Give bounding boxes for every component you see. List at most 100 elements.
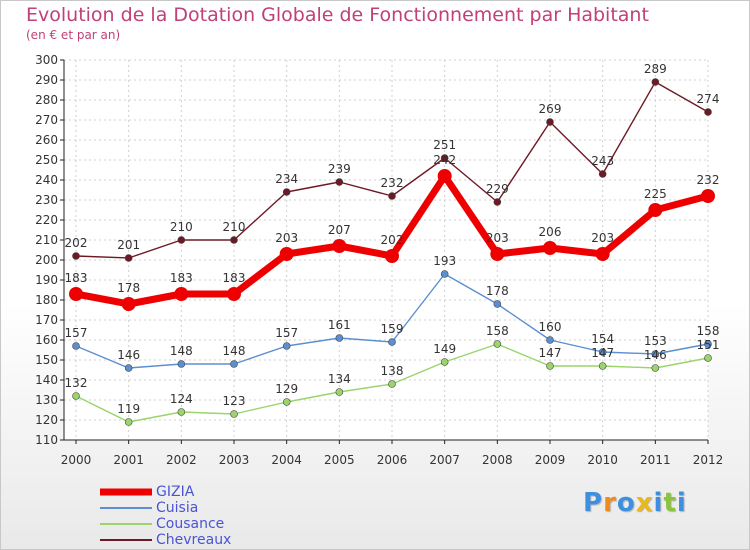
x-tick-label: 2006 xyxy=(377,453,408,467)
data-point-gizia xyxy=(648,203,663,217)
data-label-gizia: 207 xyxy=(328,223,351,237)
data-label-gizia: 225 xyxy=(644,187,667,201)
data-label-cuisia: 178 xyxy=(486,284,509,298)
x-tick-label: 2007 xyxy=(429,453,460,467)
data-label-chevreaux: 289 xyxy=(644,62,667,76)
data-label-chevreaux: 251 xyxy=(433,138,456,152)
legend-label: Cousance xyxy=(156,516,225,532)
legend-label: Cuisia xyxy=(156,500,199,516)
data-point-gizia xyxy=(595,247,610,261)
data-label-cousance: 123 xyxy=(223,394,246,408)
y-tick-label: 210 xyxy=(35,233,58,247)
data-point-cousance xyxy=(704,354,712,362)
data-label-gizia: 203 xyxy=(486,231,509,245)
data-label-cuisia: 161 xyxy=(328,318,351,332)
data-label-cuisia: 153 xyxy=(644,334,667,348)
data-label-gizia: 183 xyxy=(170,271,193,285)
data-label-cuisia: 154 xyxy=(591,332,614,346)
data-label-gizia: 203 xyxy=(275,231,298,245)
legend-item-chevreaux: Chevreaux xyxy=(100,532,231,548)
data-label-cousance: 149 xyxy=(433,342,456,356)
data-label-chevreaux: 210 xyxy=(170,220,193,234)
legend-item-cousance: Cousance xyxy=(100,516,231,532)
data-label-gizia: 202 xyxy=(381,233,404,247)
y-tick-label: 170 xyxy=(35,313,58,327)
data-point-gizia xyxy=(174,287,189,301)
data-label-cuisia: 148 xyxy=(170,344,193,358)
data-point-cuisia xyxy=(124,364,133,372)
data-point-chevreaux xyxy=(704,108,712,116)
y-tick-label: 190 xyxy=(35,273,58,287)
x-tick-label: 2003 xyxy=(219,453,250,467)
data-point-chevreaux xyxy=(177,236,186,244)
y-tick-label: 240 xyxy=(35,173,58,187)
data-point-cuisia xyxy=(335,334,344,342)
data-point-cousance xyxy=(546,362,554,370)
data-point-cuisia xyxy=(651,350,660,358)
data-point-cousance xyxy=(335,388,344,396)
data-point-gizia xyxy=(279,247,294,261)
data-label-gizia: 203 xyxy=(591,231,614,245)
data-label-cousance: 147 xyxy=(539,346,562,360)
logo-letter: i xyxy=(676,488,687,518)
x-tick-label: 2001 xyxy=(113,453,144,467)
data-point-cousance xyxy=(124,418,133,426)
legend-swatch xyxy=(100,507,152,509)
data-point-cousance xyxy=(177,408,186,416)
y-tick-label: 160 xyxy=(35,333,58,347)
x-tick-label: 2011 xyxy=(640,453,671,467)
logo-letter: t xyxy=(663,488,677,518)
data-point-chevreaux xyxy=(546,118,554,126)
data-label-cuisia: 157 xyxy=(65,326,88,340)
data-point-cousance xyxy=(72,392,80,400)
data-point-cuisia xyxy=(388,338,396,346)
data-point-cuisia xyxy=(598,348,607,356)
y-tick-label: 290 xyxy=(35,73,58,87)
data-point-chevreaux xyxy=(72,252,80,260)
x-tick-label: 2012 xyxy=(693,453,724,467)
x-tick-label: 2002 xyxy=(166,453,197,467)
data-label-cuisia: 158 xyxy=(697,324,720,338)
data-point-gizia xyxy=(490,247,505,261)
y-tick-label: 280 xyxy=(35,93,58,107)
data-point-cuisia xyxy=(493,300,502,308)
data-label-cousance: 129 xyxy=(275,382,298,396)
legend-label: Chevreaux xyxy=(156,532,232,548)
data-label-gizia: 183 xyxy=(65,271,88,285)
data-point-cousance xyxy=(493,340,502,348)
legend-item-cuisia: Cuisia xyxy=(100,500,231,516)
chart-legend: GIZIA Cuisia Cousance Chevreaux xyxy=(100,484,231,548)
data-label-chevreaux: 239 xyxy=(328,162,351,176)
data-point-chevreaux xyxy=(440,154,449,162)
data-point-cuisia xyxy=(282,342,291,350)
data-label-chevreaux: 234 xyxy=(275,172,298,186)
chart-subtitle: (en € et par an) xyxy=(26,28,121,42)
y-tick-label: 300 xyxy=(35,53,58,67)
data-label-gizia: 183 xyxy=(223,271,246,285)
y-tick-label: 110 xyxy=(35,433,58,447)
data-point-gizia xyxy=(385,249,399,263)
y-tick-label: 260 xyxy=(35,133,58,147)
data-point-chevreaux xyxy=(282,188,291,196)
y-tick-label: 140 xyxy=(35,373,58,387)
data-point-gizia xyxy=(227,287,241,301)
logo-letter: P xyxy=(583,488,604,518)
data-point-cuisia xyxy=(704,340,712,348)
data-point-chevreaux xyxy=(335,178,344,186)
x-tick-label: 2008 xyxy=(482,453,513,467)
logo-letter: x xyxy=(635,488,654,518)
data-label-cuisia: 148 xyxy=(223,344,246,358)
data-label-chevreaux: 229 xyxy=(486,182,509,196)
y-tick-label: 270 xyxy=(35,113,58,127)
data-point-gizia xyxy=(701,189,715,203)
data-label-cousance: 158 xyxy=(486,324,509,338)
data-point-cuisia xyxy=(440,270,449,278)
data-label-cousance: 138 xyxy=(381,364,404,378)
legend-swatch xyxy=(100,539,152,541)
data-point-chevreaux xyxy=(651,78,660,86)
data-label-chevreaux: 232 xyxy=(381,176,404,190)
y-tick-label: 230 xyxy=(35,193,58,207)
data-point-cousance xyxy=(440,358,449,366)
data-point-cousance xyxy=(651,364,660,372)
